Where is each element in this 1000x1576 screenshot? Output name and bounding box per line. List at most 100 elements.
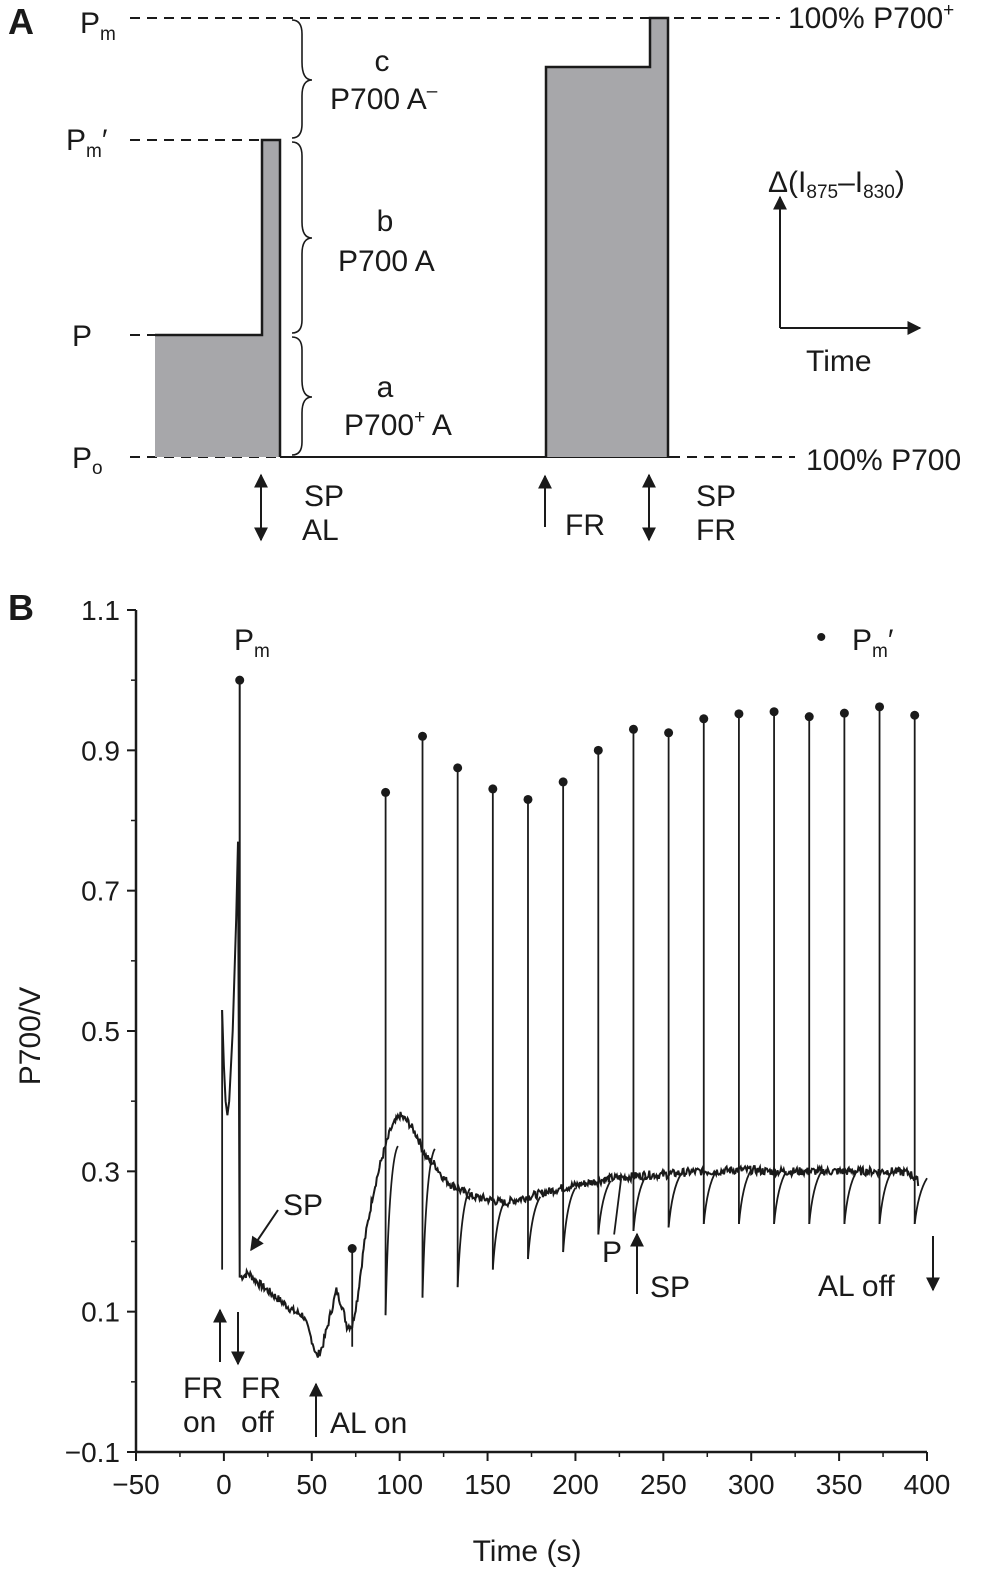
- pm-annotation: Pm: [234, 624, 270, 662]
- bottom-percent-label: 100% P700: [806, 444, 961, 477]
- fr-on-label-1: FR: [183, 1372, 223, 1405]
- x-tick-label: 200: [552, 1469, 599, 1500]
- sp-recovery-curve: [597, 1180, 612, 1235]
- pm-prime-point: [875, 702, 885, 712]
- right-step-outline: [544, 16, 670, 457]
- pm-point: [235, 675, 245, 685]
- top-percent-label: 100% P700+: [788, 0, 954, 35]
- po-level-label: Po: [72, 442, 103, 479]
- pm-prime-point: [593, 745, 603, 755]
- sp-recovery-curve: [491, 1199, 506, 1270]
- sp-recovery-curve: [808, 1170, 823, 1225]
- p-level-label: P: [72, 320, 92, 353]
- sp-recovery-curve: [421, 1148, 436, 1298]
- pm-prime-level-label: Pm′: [66, 124, 108, 162]
- pm-level-label: Pm: [80, 7, 116, 45]
- pm-prime-point: [381, 787, 391, 797]
- x-tick-label: 350: [816, 1469, 863, 1500]
- pm-prime-point: [523, 794, 533, 804]
- legend-label: Pm′: [852, 624, 894, 662]
- y-tick-label: 0.1: [81, 1297, 120, 1328]
- sp-recovery-curve: [738, 1169, 752, 1225]
- y-tick-label: 0.7: [81, 876, 120, 907]
- right-step-area: [546, 18, 668, 457]
- y-tick-label: 0.9: [81, 735, 120, 766]
- sp-recovery-curve: [562, 1187, 577, 1253]
- y-tick-label: −0.1: [65, 1437, 120, 1468]
- region-a-letter: a: [377, 371, 394, 404]
- pm-prime-point: [453, 763, 463, 773]
- chart-trace: [221, 680, 928, 1358]
- x-tick-label: −50: [112, 1469, 160, 1500]
- y-tick-label: 0.3: [81, 1156, 120, 1187]
- pm-prime-point: [804, 712, 814, 722]
- region-c-letter: c: [375, 45, 390, 78]
- sp-annotation: SP: [283, 1189, 323, 1222]
- x-tick-label: 50: [296, 1469, 327, 1500]
- fr-off-label-1: FR: [241, 1372, 281, 1405]
- sp-recovery-curve: [456, 1188, 471, 1288]
- pm-prime-point: [488, 784, 498, 794]
- pm-prime-point: [628, 724, 638, 734]
- y-tick-label: 1.1: [81, 595, 120, 626]
- pm-prime-point: [910, 710, 920, 720]
- x-tick-label: 100: [376, 1469, 423, 1500]
- sp-recovery-curve: [667, 1173, 682, 1228]
- panel-b: B −0.1 0.1 0.3 0.5 0.7 0.9 1.1 −50 0 50 100 150 200 2…: [8, 587, 950, 1568]
- x-tick-label: 150: [464, 1469, 511, 1500]
- brace-b: [291, 141, 313, 334]
- chart-points: [235, 675, 920, 1254]
- region-a-text: P700+ A: [344, 407, 452, 442]
- pm-prime-point: [558, 777, 568, 787]
- region-c-text: P700 A–: [330, 81, 438, 116]
- p700-baseline-trace: [221, 680, 920, 1358]
- panel-a: A Pm Pm′ P Po 100% P700+ 100% P700 c P70…: [8, 0, 961, 547]
- al-off-annotation: AL off: [818, 1270, 895, 1303]
- left-step-area: [155, 140, 280, 457]
- legend-marker: •: [816, 621, 827, 654]
- p-level-segment: [613, 1178, 623, 1235]
- pm-prime-point: [699, 714, 709, 724]
- fr-label-a: FR: [565, 509, 605, 542]
- y-axis-title: P700/V: [14, 987, 47, 1085]
- panel-a-label: A: [8, 1, 34, 42]
- al-on-label: AL on: [330, 1407, 407, 1440]
- y-tick-label: 0.5: [81, 1016, 120, 1047]
- sp-annotation-arrow: [250, 1209, 279, 1252]
- sp-recovery-curve: [843, 1170, 858, 1225]
- sp-recovery-curve: [632, 1175, 647, 1232]
- fr-on-label-2: on: [183, 1406, 216, 1439]
- brace-c: [291, 19, 313, 139]
- p-annotation: P: [602, 1236, 622, 1269]
- key-y-label: Δ(I875–I830): [768, 166, 905, 203]
- sp-recovery-curve: [384, 1145, 399, 1316]
- pm-prime-point: [839, 708, 849, 718]
- sp-recovery-curve: [773, 1170, 788, 1225]
- sp-annotation-2: SP: [650, 1271, 690, 1304]
- chart-axes: −0.1 0.1 0.3 0.5 0.7 0.9 1.1 −50 0 50 100 150 200 250…: [65, 595, 951, 1500]
- x-tick-label: 300: [728, 1469, 775, 1500]
- left-step-outline: [155, 138, 282, 457]
- sp-recovery-curve: [878, 1170, 893, 1225]
- fr-label-a2: FR: [696, 514, 736, 547]
- region-b-letter: b: [377, 205, 394, 238]
- key-time-label: Time: [806, 345, 872, 378]
- region-b-text: P700 A: [338, 245, 435, 278]
- sp-recovery-curve: [702, 1170, 717, 1225]
- x-tick-label: 400: [904, 1469, 951, 1500]
- pm-prime-point: [664, 728, 674, 738]
- panel-b-label: B: [8, 587, 34, 628]
- sp-recovery-curve: [527, 1196, 542, 1260]
- pm-prime-point: [347, 1244, 357, 1254]
- pm-prime-point: [769, 707, 779, 717]
- brace-a: [291, 336, 313, 456]
- x-axis-title: Time (s): [473, 1535, 582, 1568]
- x-tick-label: 250: [640, 1469, 687, 1500]
- x-tick-label: 0: [216, 1469, 232, 1500]
- al-label-a: AL: [302, 514, 339, 547]
- pm-prime-point: [418, 731, 428, 741]
- sp-label-a: SP: [304, 480, 344, 513]
- pm-prime-point: [734, 709, 744, 719]
- sp-recovery-curve: [913, 1177, 928, 1225]
